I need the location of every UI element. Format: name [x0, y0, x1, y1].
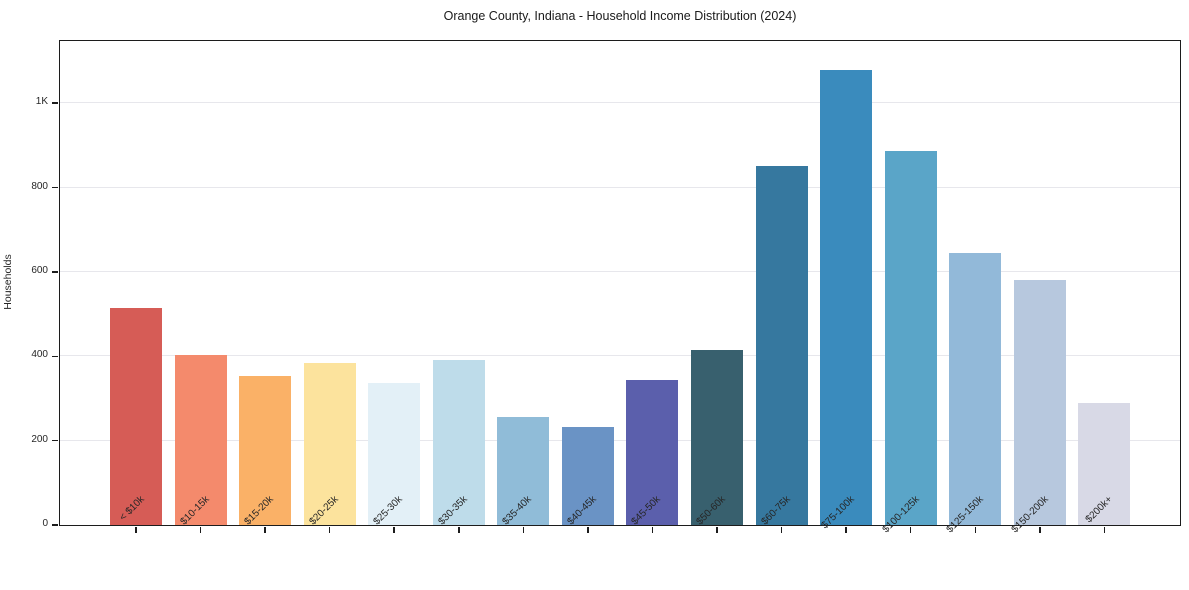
bar-$100-125k	[884, 151, 937, 525]
bar-$25-30k	[368, 383, 421, 525]
y-tick-label: 400	[31, 349, 48, 361]
bar-$10-15k	[174, 355, 227, 525]
plot-area	[52, 40, 1181, 533]
bar-$35-40k	[497, 417, 550, 525]
x-tick	[780, 527, 783, 533]
bar-$60-75k	[755, 165, 808, 525]
x-tick	[135, 527, 137, 533]
x-tick	[522, 527, 525, 533]
gridline	[60, 102, 1180, 104]
x-tick	[845, 527, 847, 533]
y-axis-label: Households	[2, 254, 14, 310]
x-tick	[587, 527, 589, 533]
y-tick	[52, 186, 58, 189]
x-tick	[1103, 527, 1106, 533]
gridline	[60, 439, 1180, 441]
y-tick-label: 800	[31, 180, 48, 192]
gridline	[60, 355, 1180, 357]
x-tick	[328, 527, 331, 533]
bar-$15-20k	[239, 376, 292, 525]
bar-$45-50k	[626, 379, 679, 525]
x-tick	[264, 527, 266, 533]
chart-title: Orange County, Indiana - Household Incom…	[443, 9, 797, 23]
y-tick-label: 1K	[35, 96, 48, 108]
y-tick	[52, 524, 58, 526]
bar-$200k+	[1078, 403, 1131, 525]
x-tick	[716, 527, 718, 533]
gridline	[60, 270, 1180, 272]
bar-$50-60k	[691, 349, 744, 525]
bar-$125-150k	[949, 252, 1002, 525]
x-tick	[1039, 527, 1041, 533]
bar-$40-45k	[561, 427, 614, 525]
y-tick	[52, 102, 58, 104]
y-tick-label: 0	[42, 518, 48, 529]
bar-< $10k	[110, 307, 162, 525]
x-tick	[651, 527, 654, 533]
bar-$30-35k	[432, 360, 485, 525]
bar-$150-200k	[1013, 280, 1066, 525]
y-tick	[52, 355, 58, 358]
bar-$20-25k	[303, 362, 356, 525]
gridline	[60, 186, 1180, 188]
x-tick	[393, 527, 395, 533]
y-tick-label: 200	[31, 433, 48, 445]
x-tick	[458, 527, 460, 533]
bar-$75-100k	[820, 70, 873, 525]
x-tick	[909, 527, 912, 533]
x-tick	[974, 527, 977, 533]
y-tick-label: 600	[31, 264, 48, 276]
x-tick	[199, 527, 202, 533]
y-tick	[52, 271, 58, 273]
y-tick	[52, 439, 58, 442]
